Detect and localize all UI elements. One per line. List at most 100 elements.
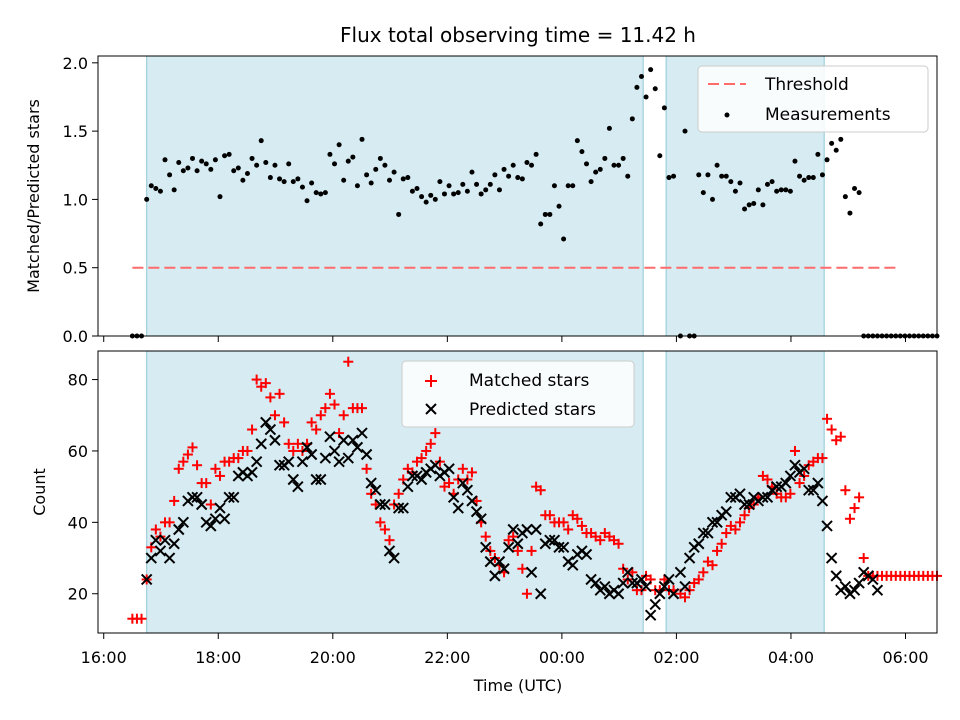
measurement-point	[533, 151, 539, 157]
matched-star-point	[693, 574, 704, 585]
matched-star-point	[187, 442, 198, 453]
measurement-point	[304, 198, 310, 204]
measurement-point	[464, 188, 470, 194]
matched-star-point	[817, 453, 828, 464]
matched-star-point	[384, 535, 395, 546]
measurement-point	[666, 175, 672, 181]
measurement-point	[742, 206, 748, 212]
measurement-point	[593, 169, 599, 175]
matched-star-point	[311, 424, 322, 435]
predicted-star-point	[301, 441, 313, 454]
predicted-star-point	[725, 491, 737, 504]
predicted-star-point	[347, 434, 359, 446]
y-tick-label: 1.0	[63, 190, 88, 209]
predicted-star-point	[292, 480, 304, 493]
predicted-star-point	[644, 609, 657, 621]
predicted-star-point	[757, 491, 769, 504]
x-tick-label: 04:00	[768, 648, 814, 667]
matched-star-point	[563, 524, 574, 535]
measurement-point	[611, 162, 617, 168]
measurement-point	[212, 157, 218, 163]
predicted-star-point	[807, 484, 820, 496]
measurement-point	[267, 175, 273, 181]
matched-star-point	[707, 560, 718, 571]
top-x-ticks	[103, 336, 907, 342]
predicted-star-point	[667, 588, 680, 600]
predicted-star-point	[798, 463, 810, 475]
top-legend: Threshold Measurements	[697, 65, 929, 133]
matched-star-point	[544, 510, 555, 521]
measurement-point	[638, 73, 644, 79]
measurement-point	[414, 185, 420, 191]
measurement-point	[714, 162, 720, 168]
predicted-star-point	[830, 570, 842, 582]
matched-star-point	[840, 485, 851, 496]
measurement-point	[620, 155, 626, 161]
bottom-x-axis: 16:00 18:00 20:00 22:00 00:00 02:00 04:00 06:00	[81, 633, 929, 667]
measurement-point	[769, 179, 775, 185]
predicted-star-point	[310, 473, 322, 486]
measurement-point	[254, 162, 260, 168]
observing-window-1	[146, 55, 644, 337]
measurement-point	[428, 192, 434, 198]
predicted-star-point	[770, 480, 783, 493]
matched-star-point	[210, 463, 221, 474]
measurement-point	[732, 188, 738, 194]
predicted-star-point	[429, 459, 442, 471]
measurement-point	[751, 201, 757, 207]
predicted-star-point	[502, 541, 515, 554]
measurement-point	[327, 151, 333, 157]
predicted-star-point	[589, 577, 602, 589]
matched-star-point	[849, 503, 860, 514]
predicted-star-point	[246, 466, 258, 479]
measurement-point	[506, 173, 512, 179]
predicted-stars-points	[140, 416, 884, 621]
predicted-star-point	[140, 573, 153, 586]
measurement-point	[189, 155, 195, 161]
measurement-point	[446, 183, 452, 189]
predicted-star-point	[780, 477, 792, 489]
matched-star-point	[835, 431, 846, 442]
measurement-point	[364, 172, 370, 178]
legend-predicted-swatch	[425, 403, 437, 415]
measurement-point	[760, 202, 766, 208]
measurement-point	[313, 190, 319, 196]
measurement-point	[682, 128, 688, 134]
matched-star-point	[375, 517, 386, 528]
measurement-point	[368, 180, 374, 186]
measurement-point	[538, 221, 544, 227]
predicted-star-point	[315, 473, 327, 486]
matched-star-point	[466, 467, 477, 478]
predicted-star-point	[287, 473, 299, 486]
predicted-star-point	[475, 513, 487, 525]
predicted-star-point	[702, 527, 714, 539]
predicted-star-point	[720, 505, 732, 518]
predicted-star-point	[466, 495, 478, 507]
matched-star-point	[854, 492, 865, 503]
matched-star-point	[425, 438, 436, 449]
bottom-legend: Matched stars Predicted stars	[401, 360, 635, 428]
predicted-star-point	[507, 523, 519, 536]
measurement-point	[510, 162, 516, 168]
measurement-point	[625, 173, 631, 179]
measurement-point	[167, 172, 173, 178]
measurement-point	[565, 183, 571, 189]
predicted-star-point	[816, 495, 829, 507]
measurement-point	[441, 191, 447, 197]
predicted-star-point	[228, 491, 240, 504]
matched-star-point	[320, 403, 331, 414]
matched-star-point	[576, 520, 587, 531]
predicted-star-point	[789, 459, 801, 471]
matched-star-point	[324, 388, 335, 399]
matched-star-point	[789, 445, 800, 456]
matched-star-point	[595, 535, 606, 546]
measurement-point	[792, 158, 798, 164]
measurement-point	[249, 155, 255, 161]
measurement-point	[810, 175, 816, 181]
measurement-point	[842, 194, 848, 200]
predicted-star-point	[743, 498, 755, 511]
legend-threshold-label: Threshold	[764, 75, 849, 95]
measurement-point	[341, 177, 347, 183]
predicted-star-point	[871, 584, 884, 596]
measurement-point	[409, 188, 415, 194]
